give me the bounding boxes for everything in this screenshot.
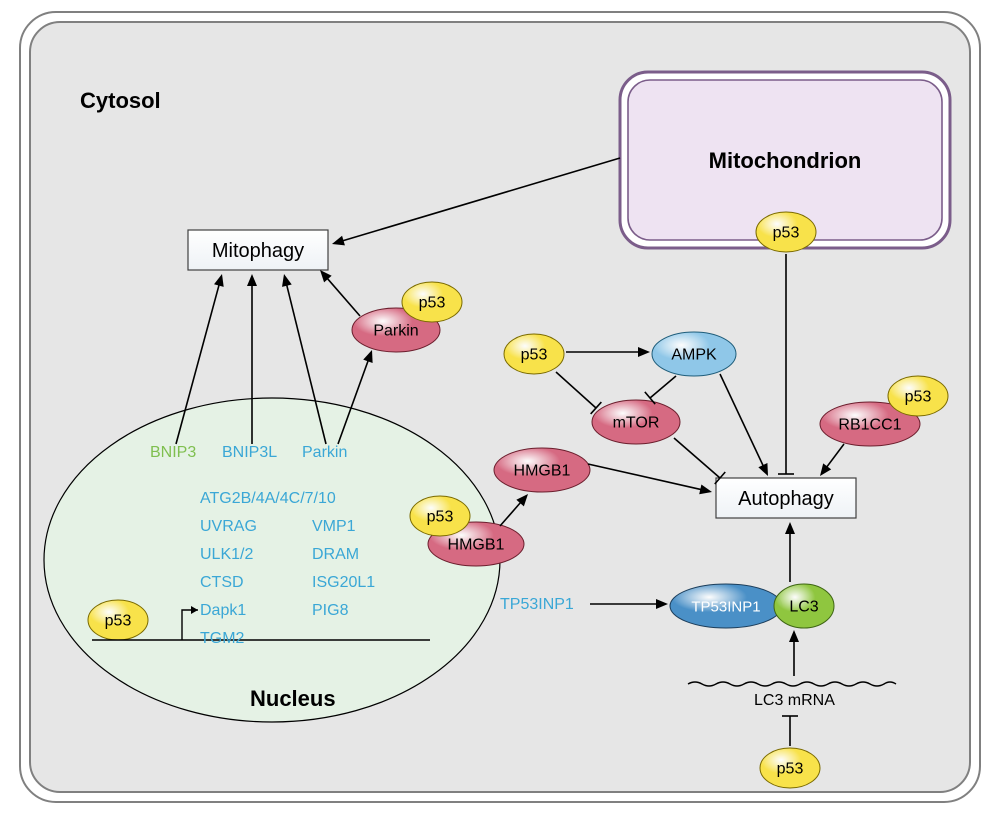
svg-text:p53: p53 — [777, 761, 804, 778]
svg-text:p53: p53 — [905, 389, 932, 406]
gene-parkin: Parkin — [302, 444, 347, 462]
svg-text:TP53INP1: TP53INP1 — [691, 598, 760, 615]
svg-text:HMGB1: HMGB1 — [514, 463, 571, 480]
svg-text:Autophagy: Autophagy — [738, 488, 834, 510]
gene-uvrag: UVRAG — [200, 518, 257, 536]
svg-text:LC3: LC3 — [789, 599, 818, 616]
svg-layer: MitochondrionMitophagyAutophagyParkinp53… — [0, 0, 1000, 813]
svg-text:p53: p53 — [427, 509, 454, 526]
gene-ctsd: CTSD — [200, 574, 244, 592]
gene-tgm2: TGM2 — [200, 630, 244, 648]
svg-text:p53: p53 — [521, 347, 548, 364]
gene-dapk1: Dapk1 — [200, 602, 246, 620]
gene-vmp1: VMP1 — [312, 518, 356, 536]
svg-text:Mitochondrion: Mitochondrion — [709, 148, 862, 173]
svg-text:HMGB1: HMGB1 — [448, 537, 505, 554]
svg-text:mTOR: mTOR — [613, 415, 660, 432]
gene-pig8: PIG8 — [312, 602, 348, 620]
nucleus-label: Nucleus — [250, 686, 336, 712]
svg-text:Parkin: Parkin — [373, 323, 418, 340]
gene-isg20l1: ISG20L1 — [312, 574, 375, 592]
svg-text:p53: p53 — [105, 613, 132, 630]
svg-text:p53: p53 — [419, 295, 446, 312]
cytosol-label: Cytosol — [80, 88, 161, 114]
diagram-root: MitochondrionMitophagyAutophagyParkinp53… — [0, 0, 1000, 813]
svg-text:Mitophagy: Mitophagy — [212, 240, 304, 262]
gene-tp53inp1: TP53INP1 — [500, 596, 574, 614]
gene-bnip3: BNIP3 — [150, 444, 196, 462]
gene-dram: DRAM — [312, 546, 359, 564]
svg-text:RB1CC1: RB1CC1 — [838, 417, 901, 434]
lc3-mrna-label: LC3 mRNA — [754, 692, 835, 710]
gene-bnip3l: BNIP3L — [222, 444, 277, 462]
gene-atg: ATG2B/4A/4C/7/10 — [200, 490, 336, 508]
svg-text:AMPK: AMPK — [671, 347, 717, 364]
gene-ulk: ULK1/2 — [200, 546, 253, 564]
svg-text:p53: p53 — [773, 225, 800, 242]
